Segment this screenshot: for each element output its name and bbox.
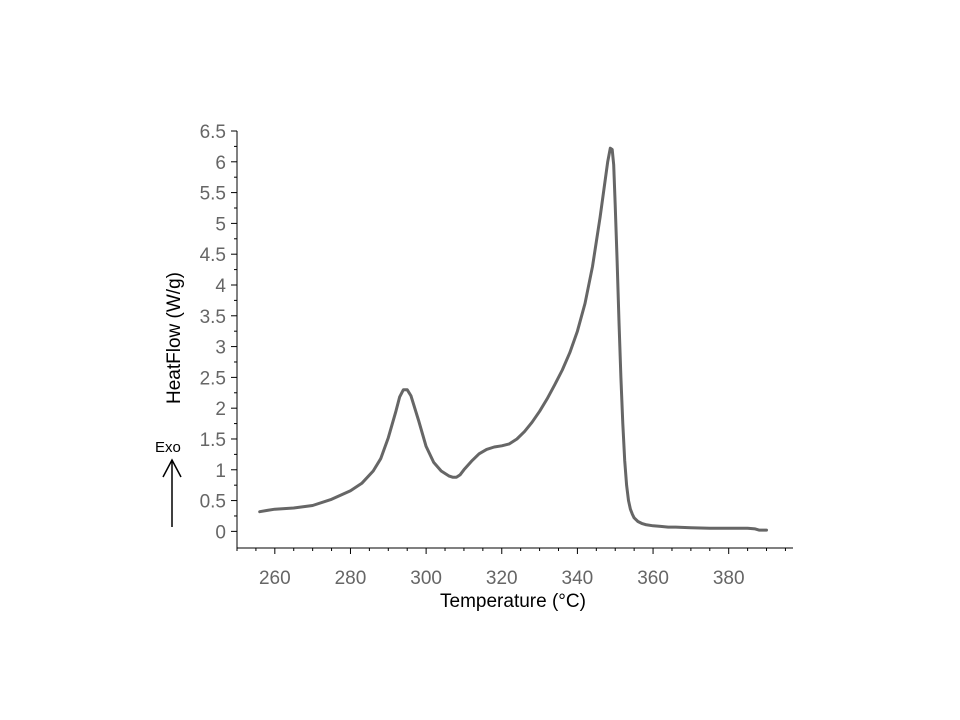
y-tick-label: 3: [215, 338, 226, 359]
exo-indicator: Exo: [155, 439, 182, 527]
x-tick-label: 260: [259, 568, 291, 589]
y-axis-label: HeatFlow (W/g): [164, 272, 185, 404]
y-tick-label: 0: [215, 522, 226, 543]
y-tick-label: 5.5: [200, 184, 226, 205]
y-tick-label: 2: [215, 399, 226, 420]
x-tick-label: 320: [486, 568, 518, 589]
plot-area: [258, 146, 768, 532]
exo-label: Exo: [155, 439, 181, 456]
y-tick-label: 4: [215, 276, 226, 297]
y-tick-label: 1.5: [200, 430, 226, 451]
y-tick-label: 6: [215, 153, 226, 174]
tick-labels: 0 0.5 1 1.5 2 2.5 3 3.5 4 4.5 5 5.5 6 6.5 260 280 300 320…: [200, 122, 745, 589]
x-tick-label: 380: [713, 568, 745, 589]
y-tick-label: 2.5: [200, 368, 226, 389]
y-tick-label: 5: [215, 214, 226, 235]
x-tick-label: 340: [562, 568, 594, 589]
y-tick-label: 1: [215, 461, 226, 482]
exo-arrow-head-icon: [162, 458, 182, 478]
x-axis-label: Temperature (°C): [440, 591, 586, 612]
x-tick-label: 300: [410, 568, 442, 589]
heatflow-series-line: [258, 146, 768, 532]
axes: [236, 131, 793, 549]
y-tick-label: 0.5: [200, 492, 226, 513]
y-tick-label: 6.5: [200, 122, 226, 143]
x-tick-label: 360: [637, 568, 669, 589]
y-tick-label: 4.5: [200, 245, 226, 266]
y-tick-label: 3.5: [200, 307, 226, 328]
x-tick-label: 280: [335, 568, 367, 589]
ticks: [231, 130, 786, 554]
